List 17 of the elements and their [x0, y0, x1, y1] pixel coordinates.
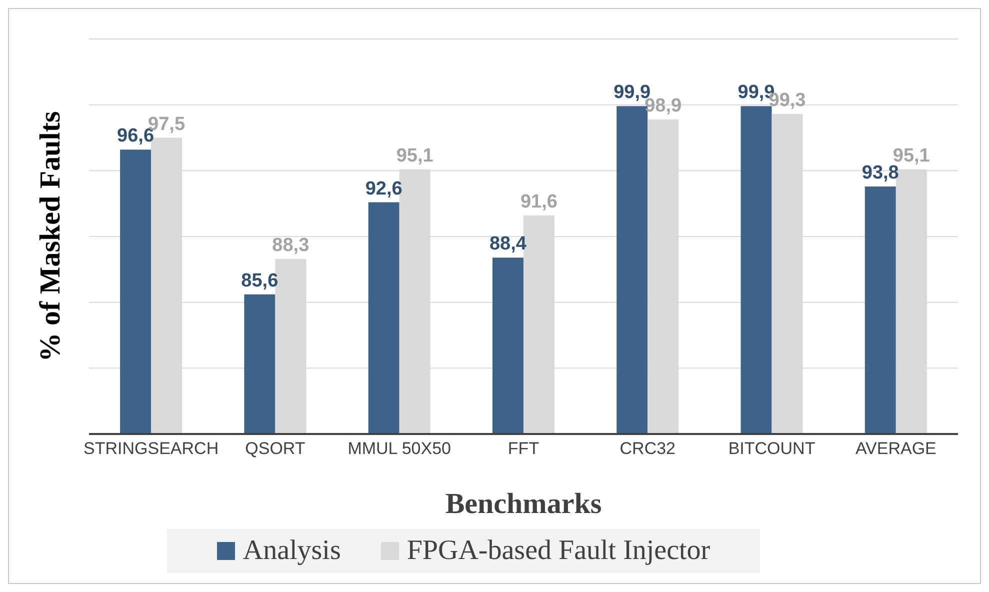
legend-label: Analysis — [242, 535, 341, 567]
x-tick-label: FFT — [508, 439, 540, 458]
x-tick-label: CRC32 — [620, 439, 676, 458]
legend-label: FPGA-based Fault Injector — [406, 535, 710, 567]
x-tick-label: BITCOUNT — [728, 439, 816, 458]
data-label: 85,6 — [241, 270, 278, 292]
x-tick-label: STRINGSEARCH — [84, 439, 219, 458]
x-tick-label: AVERAGE — [855, 439, 936, 458]
x-axis-title: Benchmarks — [445, 488, 602, 520]
data-label: 95,1 — [396, 145, 434, 166]
data-label: 88,3 — [272, 234, 310, 256]
data-label: 92,6 — [365, 178, 402, 200]
x-tick-label: MMUL 50X50 — [348, 439, 452, 458]
y-axis-title: % of Masked Faults — [34, 111, 66, 362]
data-label: 88,4 — [489, 234, 527, 255]
x-tick-label: QSORT — [245, 439, 306, 458]
data-label: 91,6 — [520, 191, 558, 212]
